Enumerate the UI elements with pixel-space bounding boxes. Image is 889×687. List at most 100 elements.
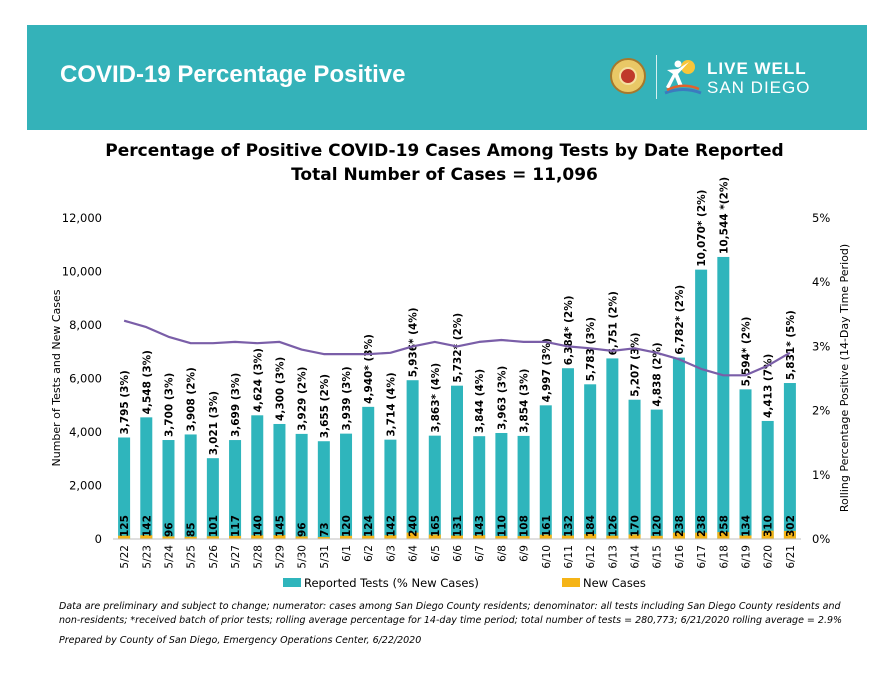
test-bar-label: 3,714 (4%) bbox=[385, 372, 397, 436]
new-cases-bar bbox=[317, 537, 330, 539]
new-cases-label: 142 bbox=[141, 515, 153, 537]
new-cases-label: 184 bbox=[585, 515, 597, 537]
test-bar bbox=[384, 439, 397, 539]
test-bar bbox=[118, 437, 131, 539]
new-cases-bar bbox=[428, 534, 441, 539]
x-tick-label: 6/3 bbox=[385, 545, 397, 562]
y2-axis-title: Rolling Percentage Positive (14-Day Time… bbox=[838, 244, 851, 512]
x-tick-label: 6/17 bbox=[696, 545, 708, 569]
new-cases-label: 96 bbox=[163, 522, 175, 537]
test-bar bbox=[761, 420, 774, 539]
chart-title: Percentage of Positive COVID-19 Cases Am… bbox=[105, 141, 784, 161]
x-tick-label: 6/9 bbox=[519, 545, 531, 562]
new-cases-bar bbox=[162, 536, 175, 539]
new-cases-label: 238 bbox=[696, 515, 708, 537]
y-tick-label: 12,000 bbox=[62, 211, 102, 225]
x-tick-label: 5/22 bbox=[119, 545, 131, 569]
new-cases-label: 310 bbox=[763, 515, 775, 537]
x-tick-label: 6/18 bbox=[718, 545, 730, 569]
new-cases-bar bbox=[717, 532, 730, 539]
x-tick-label: 6/7 bbox=[474, 545, 486, 562]
test-bar bbox=[628, 399, 641, 539]
new-cases-label: 170 bbox=[630, 515, 642, 537]
test-bar bbox=[184, 434, 197, 539]
test-bar bbox=[783, 383, 796, 539]
new-cases-bar bbox=[539, 534, 552, 539]
test-bar bbox=[739, 389, 752, 539]
test-bar-label: 3,863* (4%) bbox=[430, 363, 442, 433]
x-tick-label: 6/13 bbox=[607, 545, 619, 569]
test-bar-label: 4,838 (2%) bbox=[652, 342, 664, 406]
test-bar-label: 5,594* (2%) bbox=[741, 317, 753, 387]
new-cases-bar bbox=[295, 536, 308, 539]
new-cases-bar bbox=[140, 535, 153, 539]
x-tick-label: 6/19 bbox=[741, 545, 753, 569]
new-cases-bar bbox=[451, 535, 463, 539]
footnote-text: Data are preliminary and subject to chan… bbox=[59, 601, 843, 626]
x-tick-label: 6/8 bbox=[496, 545, 508, 562]
new-cases-bar bbox=[650, 535, 663, 539]
new-cases-label: 125 bbox=[119, 515, 131, 537]
new-cases-bar bbox=[251, 535, 264, 539]
new-cases-bar bbox=[340, 535, 353, 539]
new-cases-label: 131 bbox=[452, 515, 464, 537]
test-bar bbox=[695, 269, 708, 539]
new-cases-bar bbox=[672, 532, 685, 539]
test-bar bbox=[317, 441, 330, 539]
test-bar-label: 3,021 (3%) bbox=[208, 391, 220, 455]
logo-text-line2: SAN DIEGO bbox=[707, 78, 811, 97]
test-bar-label: 4,624 (3%) bbox=[252, 348, 264, 412]
y2-tick-label: 5% bbox=[812, 211, 830, 225]
county-seal-icon bbox=[610, 58, 646, 94]
x-tick-label: 6/20 bbox=[763, 545, 775, 569]
y-tick-label: 4,000 bbox=[69, 425, 102, 439]
legend-swatch-tests bbox=[283, 578, 301, 587]
legend-swatch-new-cases bbox=[562, 578, 580, 587]
test-bar bbox=[561, 368, 574, 539]
x-tick-label: 6/15 bbox=[652, 545, 664, 569]
new-cases-label: 85 bbox=[186, 522, 198, 537]
x-tick-label: 5/28 bbox=[252, 545, 264, 569]
new-cases-label: 302 bbox=[785, 515, 797, 537]
x-tick-label: 6/12 bbox=[585, 545, 597, 569]
x-tick-label: 5/31 bbox=[319, 545, 331, 569]
new-cases-bar bbox=[229, 535, 242, 539]
y2-tick-label: 1% bbox=[812, 468, 830, 482]
test-bar-label: 10,544 *(2%) bbox=[718, 177, 730, 254]
test-bar bbox=[273, 423, 286, 539]
new-cases-bar bbox=[362, 535, 375, 539]
test-bar-label: 3,963 (3%) bbox=[496, 366, 508, 430]
x-tick-label: 6/6 bbox=[452, 545, 464, 562]
test-bar bbox=[340, 433, 353, 539]
new-cases-bar bbox=[695, 532, 708, 539]
legend-label-new-cases: New Cases bbox=[583, 576, 646, 590]
test-bar bbox=[584, 384, 597, 539]
test-bar bbox=[539, 405, 552, 539]
x-tick-label: 6/5 bbox=[430, 545, 442, 562]
test-bar-label: 3,655 (2%) bbox=[319, 374, 331, 438]
test-bar-label: 3,844 (4%) bbox=[474, 369, 486, 433]
new-cases-bar bbox=[206, 536, 219, 539]
y2-tick-label: 0% bbox=[812, 532, 830, 546]
test-bar bbox=[251, 415, 264, 539]
test-bar-label: 4,413 (7%) bbox=[763, 354, 775, 418]
test-bar bbox=[650, 409, 663, 539]
x-tick-label: 6/2 bbox=[363, 545, 375, 562]
x-tick-label: 5/27 bbox=[230, 545, 242, 569]
new-cases-label: 258 bbox=[718, 515, 730, 537]
test-bar bbox=[362, 406, 375, 539]
new-cases-label: 140 bbox=[252, 515, 264, 537]
test-bar bbox=[206, 458, 219, 539]
x-tick-label: 5/29 bbox=[274, 545, 286, 569]
rolling-percentage-line bbox=[123, 319, 791, 377]
y-tick-label: 2,000 bbox=[69, 479, 102, 493]
new-cases-label: 124 bbox=[363, 515, 375, 537]
new-cases-bar bbox=[517, 536, 530, 539]
y2-tick-label: 3% bbox=[812, 339, 830, 353]
new-cases-label: 143 bbox=[474, 515, 486, 537]
test-bar bbox=[229, 440, 242, 539]
test-bar-label: 3,700 (3%) bbox=[163, 373, 175, 437]
x-tick-label: 6/11 bbox=[563, 545, 575, 569]
x-tick-label: 6/1 bbox=[341, 545, 353, 562]
